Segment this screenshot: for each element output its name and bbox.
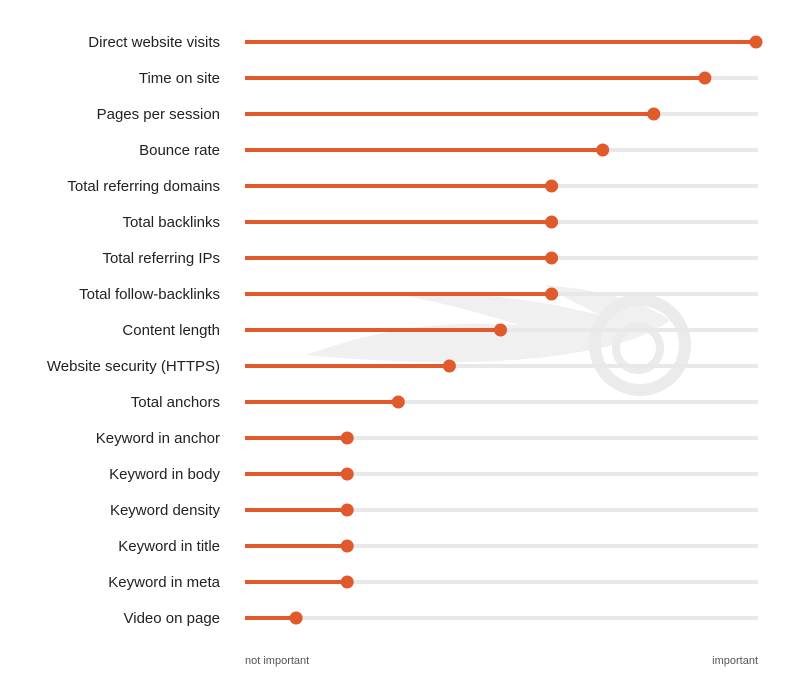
chart-row: Website security (HTTPS) xyxy=(47,358,758,375)
value-point xyxy=(289,611,303,625)
x-axis-max-label: important xyxy=(712,655,758,667)
value-point xyxy=(340,503,354,517)
x-axis-min-label: not important xyxy=(245,655,309,667)
category-label: Direct website visits xyxy=(88,34,220,51)
category-label: Keyword in body xyxy=(109,466,220,483)
chart-row: Keyword in body xyxy=(109,466,758,483)
chart-row: Total referring IPs xyxy=(102,250,758,267)
value-point xyxy=(545,287,559,301)
chart-row: Total follow-backlinks xyxy=(79,286,758,303)
category-label: Total backlinks xyxy=(122,214,220,231)
chart-row: Time on site xyxy=(139,70,758,87)
category-label: Total follow-backlinks xyxy=(79,286,220,303)
watermark-flame-logo-icon xyxy=(305,285,691,396)
category-label: Pages per session xyxy=(97,106,220,123)
category-label: Website security (HTTPS) xyxy=(47,358,220,375)
value-point xyxy=(494,323,507,337)
chart-row: Keyword in anchor xyxy=(96,430,758,447)
value-point xyxy=(340,467,354,481)
value-point xyxy=(749,35,763,49)
category-label: Time on site xyxy=(139,70,220,87)
chart-row: Keyword in meta xyxy=(108,574,758,591)
category-label: Total anchors xyxy=(131,394,220,411)
category-label: Keyword in anchor xyxy=(96,430,220,447)
category-label: Content length xyxy=(122,322,220,339)
chart-row: Direct website visits xyxy=(88,34,763,51)
value-point xyxy=(391,395,405,409)
chart-row: Total backlinks xyxy=(122,214,758,231)
chart-row: Total referring domains xyxy=(67,178,758,195)
chart-row: Bounce rate xyxy=(139,142,758,159)
chart-row: Total anchors xyxy=(131,394,758,411)
chart-row: Content length xyxy=(122,322,758,339)
category-label: Bounce rate xyxy=(139,142,220,159)
value-point xyxy=(340,575,354,589)
value-point xyxy=(596,143,610,157)
category-label: Total referring IPs xyxy=(102,250,220,267)
value-point xyxy=(647,107,661,121)
category-label: Keyword density xyxy=(110,502,221,519)
value-point xyxy=(545,251,559,265)
chart-row: Pages per session xyxy=(97,106,758,123)
chart-row: Keyword in title xyxy=(118,538,758,555)
value-point xyxy=(340,431,354,445)
category-label: Video on page xyxy=(124,610,220,627)
value-point xyxy=(545,215,559,229)
chart-row: Keyword density xyxy=(110,502,758,519)
chart-row: Video on page xyxy=(124,610,758,627)
value-point xyxy=(545,179,559,193)
category-label: Keyword in meta xyxy=(108,574,220,591)
value-point xyxy=(698,71,712,85)
category-label: Keyword in title xyxy=(118,538,220,555)
chart-rows: Direct website visits Time on site Pages p… xyxy=(47,34,763,627)
value-point xyxy=(442,359,456,373)
category-label: Total referring domains xyxy=(67,178,220,195)
value-point xyxy=(340,539,354,553)
